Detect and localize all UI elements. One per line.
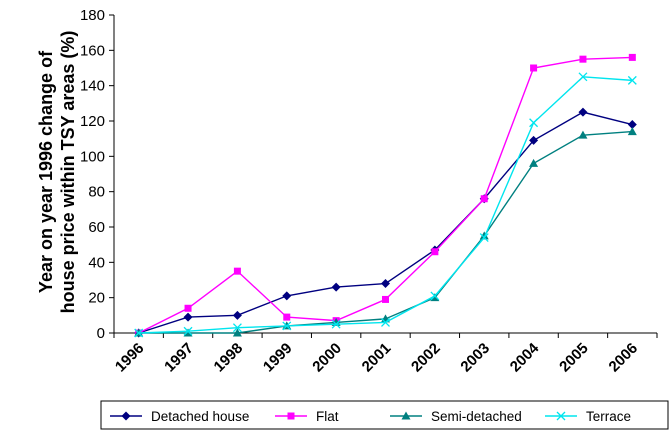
y-tick-label: 180 — [80, 7, 105, 24]
legend-swatch-marker — [401, 411, 411, 420]
y-axis-title-line-2: house price within TSY areas (%) — [58, 31, 78, 314]
data-point-flat — [382, 295, 389, 303]
data-point-terrace — [134, 328, 144, 338]
data-point-detached-house — [627, 120, 637, 130]
data-point-flat — [579, 55, 587, 63]
data-point-detached-house — [529, 135, 539, 145]
legend-swatch-marker — [287, 412, 295, 420]
y-tick-label: 0 — [97, 325, 105, 342]
data-point-semi-detached — [479, 231, 489, 240]
data-point-flat — [283, 313, 291, 321]
y-tick-label: 160 — [80, 42, 105, 59]
legend-label: Flat — [316, 409, 339, 424]
legend-label: Detached house — [151, 409, 249, 424]
series-layer — [134, 53, 637, 338]
legend-label: Terrace — [586, 409, 631, 424]
data-point-flat — [431, 248, 439, 256]
data-point-flat — [233, 267, 241, 275]
y-tick-label: 120 — [80, 113, 105, 130]
x-tick-label: 1997 — [161, 340, 197, 376]
y-tick-label: 40 — [88, 254, 105, 271]
series-flat — [135, 53, 636, 337]
data-point-semi-detached — [578, 130, 588, 139]
data-point-terrace — [282, 321, 292, 331]
legend: Detached house Flat Semi-detached Terrace — [100, 400, 669, 430]
data-point-detached-house — [331, 282, 341, 292]
data-point-terrace — [183, 326, 193, 336]
x-tick-label: 2006 — [606, 340, 642, 376]
data-point-semi-detached — [183, 328, 193, 337]
data-point-flat — [530, 64, 538, 72]
x-tick-label: 2000 — [309, 340, 345, 376]
series-semi-detached — [134, 127, 637, 337]
y-tick-label: 140 — [80, 78, 105, 95]
y-tick-label: 80 — [88, 184, 105, 201]
data-point-semi-detached — [627, 127, 637, 136]
data-point-terrace — [331, 319, 341, 329]
x-tick-label: 1996 — [112, 340, 148, 376]
data-point-semi-detached — [232, 328, 242, 337]
x-tick-label: 2003 — [457, 340, 493, 376]
series-line-terrace — [138, 76, 633, 334]
series-line-flat — [138, 56, 633, 334]
series-detached-house — [134, 107, 637, 338]
series-terrace — [134, 72, 637, 338]
data-point-detached-house — [381, 279, 390, 289]
data-point-detached-house — [578, 107, 588, 117]
x-tick-label: 2001 — [359, 340, 395, 376]
data-point-terrace — [627, 75, 637, 85]
data-point-terrace — [578, 72, 588, 82]
legend-label: Semi-detached — [431, 409, 522, 424]
legend-swatch-marker — [121, 411, 131, 421]
legend-item-semi-detached: Semi-detached — [390, 409, 522, 424]
y-tick-label: 60 — [88, 219, 105, 236]
x-tick-label: 1999 — [260, 340, 296, 376]
data-point-semi-detached — [529, 158, 539, 167]
data-point-flat — [628, 53, 636, 61]
data-point-flat — [480, 195, 488, 203]
legend-item-flat: Flat — [275, 409, 339, 424]
data-point-terrace — [430, 291, 440, 301]
y-axis-ticks: 0 20 40 60 80 100 120 140 160 180 — [80, 7, 114, 342]
data-point-detached-house — [183, 312, 193, 322]
y-axis-title-line-1: Year on year 1996 change of — [36, 50, 56, 293]
data-point-flat — [184, 304, 192, 312]
y-axis-title: Year on year 1996 change of house price … — [36, 31, 78, 314]
legend-box — [100, 400, 669, 430]
legend-swatch-marker — [556, 411, 566, 421]
data-point-terrace — [529, 118, 539, 128]
legend-item-terrace: Terrace — [545, 409, 631, 424]
data-point-semi-detached — [430, 293, 440, 302]
data-point-terrace — [381, 317, 390, 327]
data-point-terrace — [232, 323, 242, 333]
y-tick-label: 100 — [80, 148, 105, 165]
legend-item-detached-house: Detached house — [110, 409, 249, 424]
x-tick-label: 2002 — [408, 340, 444, 376]
x-tick-label: 2005 — [556, 340, 592, 376]
data-point-detached-house — [232, 310, 242, 320]
data-point-detached-house — [282, 291, 292, 301]
y-tick-label: 20 — [88, 290, 105, 307]
x-tick-label: 1998 — [211, 340, 247, 376]
x-axis-ticks: 1996 1997 1998 1999 2000 2001 2002 2003 2004 2005… — [112, 333, 658, 376]
x-tick-label: 2004 — [507, 339, 543, 375]
data-point-terrace — [479, 233, 489, 243]
